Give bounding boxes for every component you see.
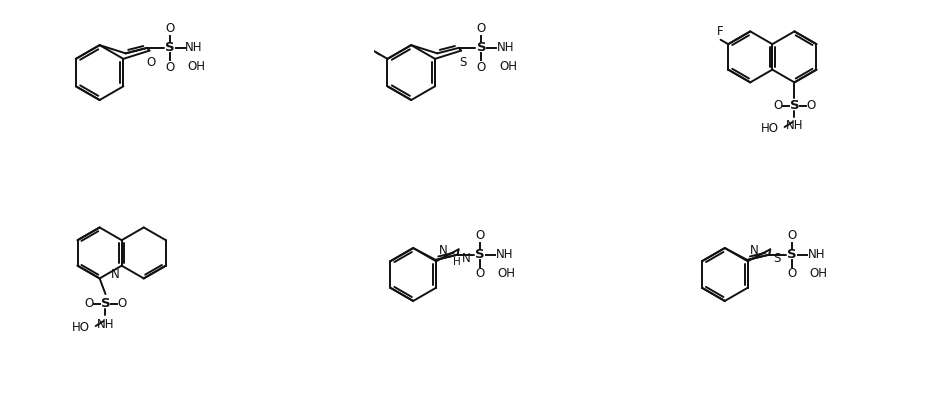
Text: O: O (476, 229, 485, 242)
Text: O: O (477, 22, 486, 35)
Text: F: F (717, 25, 724, 38)
Text: HO: HO (72, 322, 90, 334)
Text: NH: NH (496, 248, 514, 260)
Text: S: S (477, 41, 486, 54)
Text: S: S (165, 41, 175, 54)
Text: O: O (477, 61, 486, 74)
Text: H: H (453, 257, 461, 267)
Text: NH: NH (785, 119, 803, 132)
Text: O: O (147, 56, 156, 68)
Text: S: S (460, 56, 466, 68)
Text: S: S (101, 298, 110, 310)
Text: O: O (165, 22, 175, 35)
Text: OH: OH (499, 60, 517, 73)
Text: S: S (476, 248, 485, 261)
Text: O: O (787, 268, 797, 280)
Text: O: O (117, 298, 126, 310)
Text: O: O (787, 229, 797, 242)
Text: N: N (111, 268, 120, 281)
Text: O: O (476, 268, 485, 280)
Text: NH: NH (185, 41, 203, 54)
Text: S: S (789, 100, 800, 112)
Text: NH: NH (497, 41, 514, 54)
Text: OH: OH (187, 60, 206, 73)
Text: NH: NH (807, 248, 825, 260)
Text: HO: HO (761, 122, 779, 136)
Text: NH: NH (96, 318, 114, 331)
Text: N: N (462, 252, 470, 265)
Text: N: N (439, 244, 447, 257)
Text: S: S (787, 248, 797, 261)
Text: N: N (750, 244, 759, 257)
Text: S: S (773, 252, 781, 265)
Text: O: O (806, 100, 816, 112)
Text: O: O (165, 61, 175, 74)
Text: O: O (85, 298, 93, 310)
Text: O: O (773, 100, 783, 112)
Text: OH: OH (497, 266, 515, 280)
Text: OH: OH (809, 266, 828, 280)
